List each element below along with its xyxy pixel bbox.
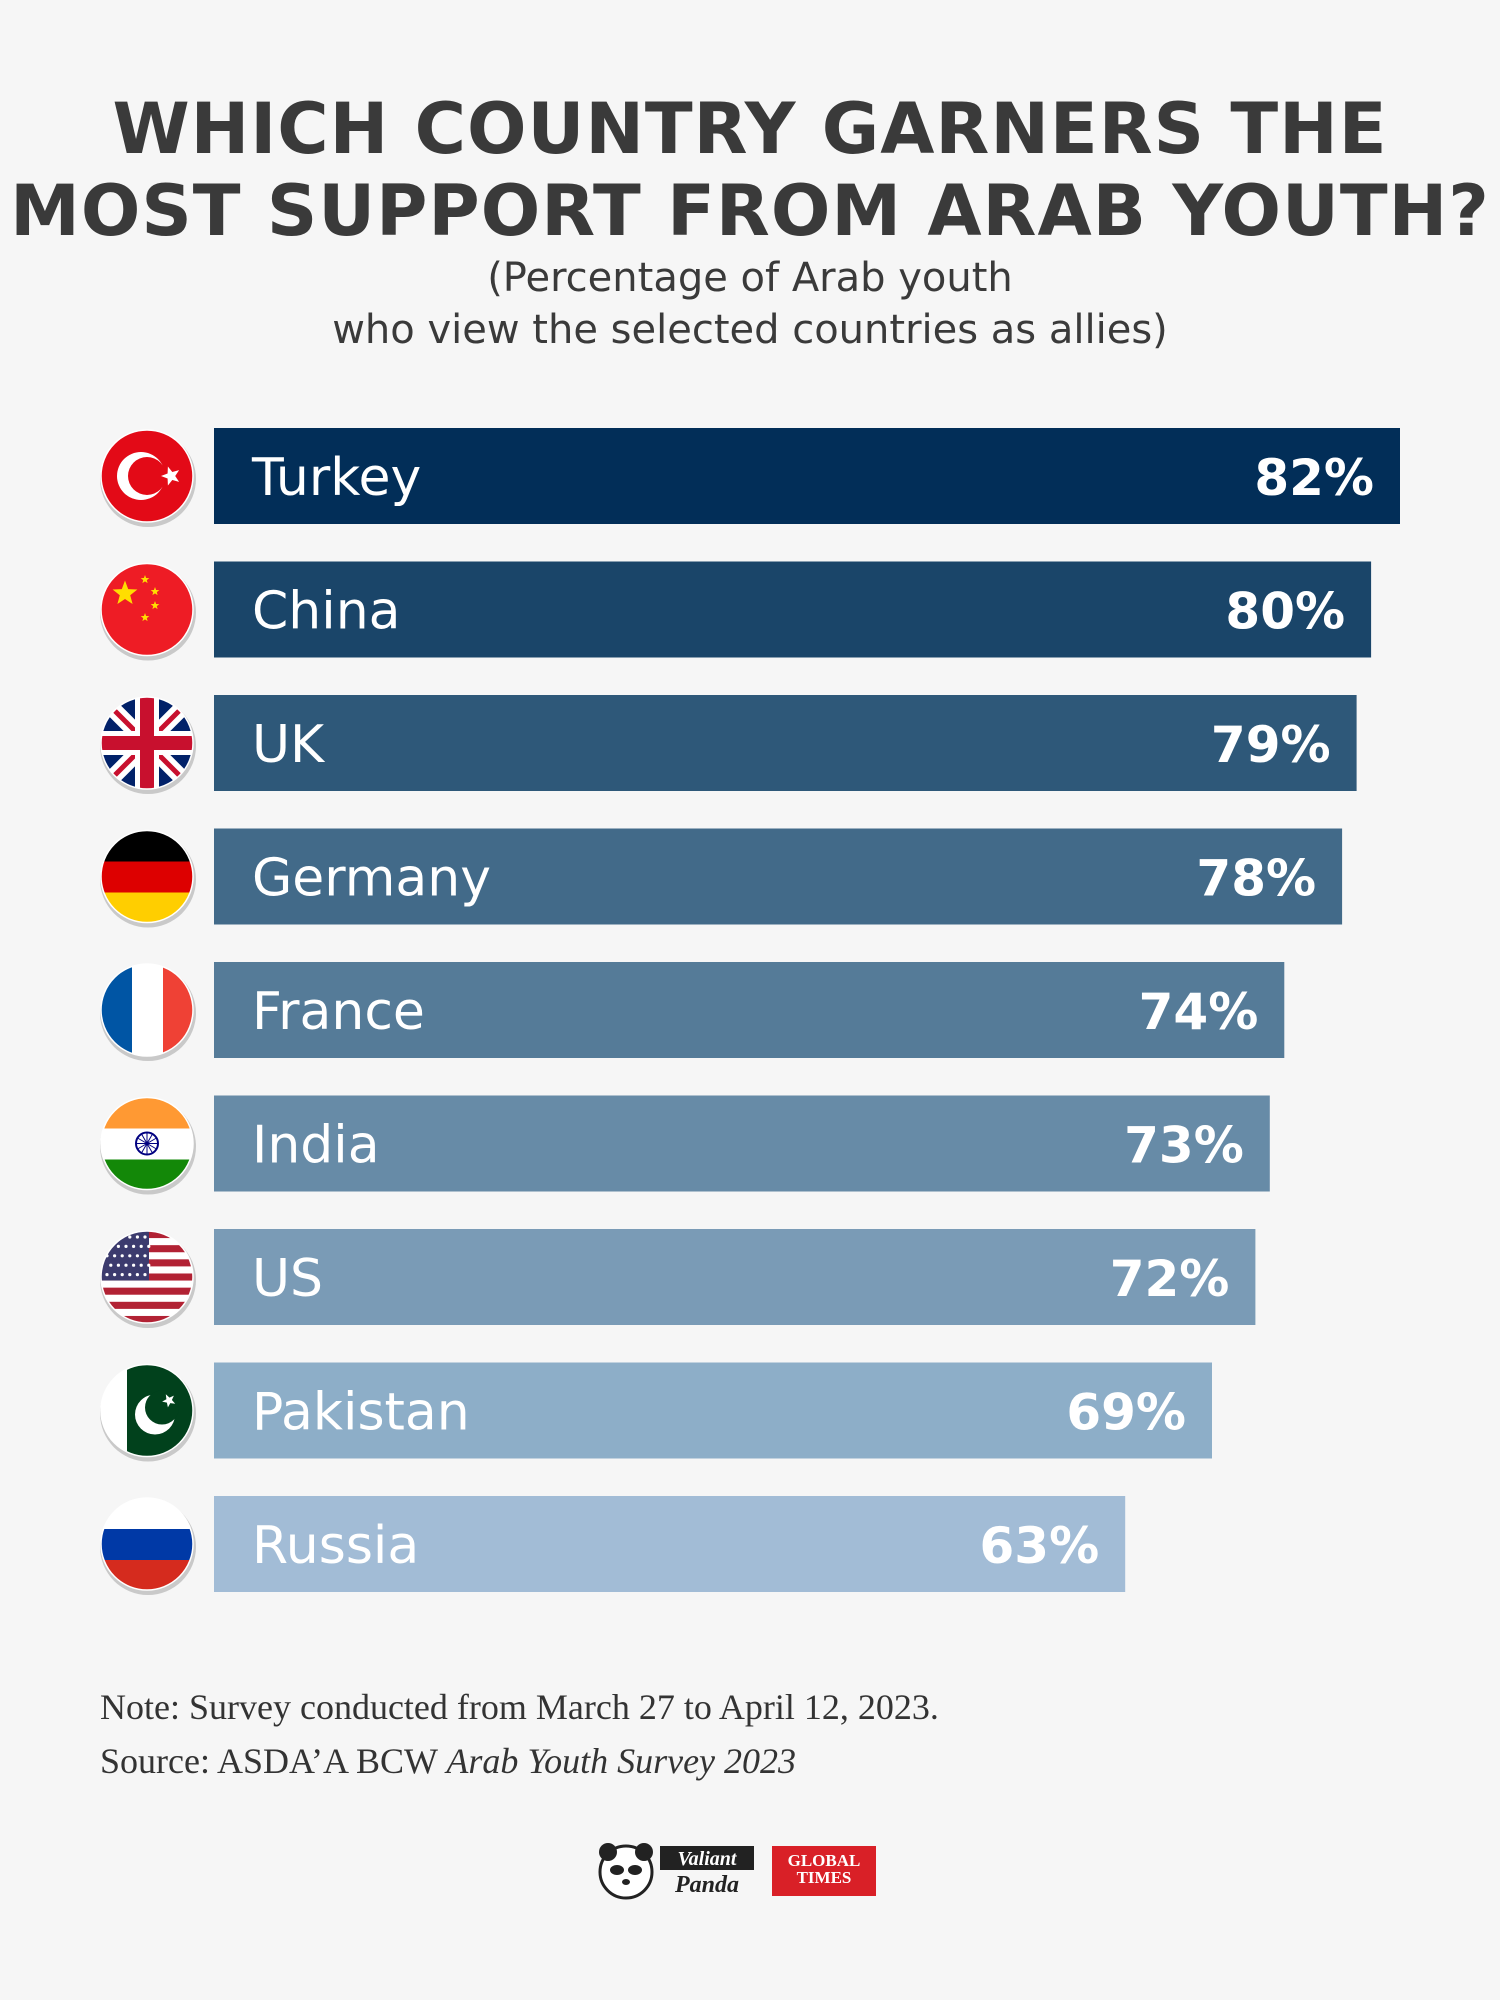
chart-title: WHICH COUNTRY GARNERS THE MOST SUPPORT F… [0, 88, 1500, 252]
bar-france [214, 962, 1285, 1058]
chart-subtitle: (Percentage of Arab youth who view the s… [0, 252, 1500, 356]
panda-logo-line-2: Panda [674, 1872, 739, 1898]
germany-flag-icon [100, 829, 196, 928]
bar-germany [214, 828, 1343, 925]
bar-turkey [214, 428, 1400, 524]
category-label: UK [252, 715, 326, 775]
subtitle-line-1: (Percentage of Arab youth [487, 255, 1013, 301]
survey-note: Note: Survey conducted from March 27 to … [100, 1687, 939, 1727]
category-label: Pakistan [252, 1383, 470, 1443]
source-title: Arab Youth Survey 2023 [446, 1741, 797, 1781]
panda-logo-line-1: Valiant [678, 1848, 738, 1870]
pakistan-flag-icon [100, 1363, 196, 1462]
value-label: 72% [1110, 1250, 1230, 1308]
footnote: Note: Survey conducted from March 27 to … [100, 1680, 1400, 1788]
france-flag-icon [100, 963, 196, 1061]
value-label: 79% [1211, 716, 1331, 774]
value-label: 73% [1124, 1117, 1244, 1175]
valiant-panda-logo: Valiant Panda [598, 1843, 754, 1900]
uk-flag-icon [100, 696, 196, 794]
global-times-logo: GLOBAL TIMES [772, 1846, 876, 1896]
subtitle-line-2: who view the selected countries as allie… [332, 307, 1168, 353]
category-label: China [252, 582, 401, 642]
russia-flag-icon [100, 1497, 196, 1595]
turkey-flag-icon [100, 429, 196, 527]
category-label: India [252, 1116, 380, 1176]
bar-pakistan [214, 1362, 1212, 1459]
value-label: 63% [980, 1517, 1100, 1575]
value-label: 78% [1196, 850, 1316, 908]
bar-india [214, 1095, 1270, 1192]
gt-logo-line-1: GLOBAL [787, 1851, 861, 1870]
india-flag-icon [100, 1096, 196, 1195]
us-flag-icon [100, 1230, 196, 1328]
category-label: France [252, 982, 425, 1042]
bar-chart: Turkey 82% China 80% UK 79% Germany 78% France 74… [100, 428, 1400, 1595]
category-label: Turkey [251, 448, 421, 508]
category-label: Russia [252, 1516, 419, 1576]
bar-us [214, 1229, 1256, 1325]
bar-uk [214, 695, 1357, 791]
gt-logo-line-2: TIMES [796, 1868, 852, 1887]
category-label: US [252, 1249, 323, 1309]
source-note: Source: ASDA’A BCW Arab Youth Survey 202… [100, 1734, 1400, 1788]
publisher-logos: Valiant Panda GLOBAL TIMES [596, 1840, 906, 1904]
title-line-1: WHICH COUNTRY GARNERS THE [112, 88, 1388, 170]
value-label: 69% [1066, 1384, 1186, 1442]
title-line-2: MOST SUPPORT FROM ARAB YOUTH? [10, 170, 1490, 252]
value-label: 74% [1139, 983, 1259, 1041]
value-label: 82% [1254, 449, 1374, 507]
value-label: 80% [1225, 583, 1345, 641]
china-flag-icon [100, 562, 196, 661]
bar-china [214, 561, 1372, 658]
bar-russia [214, 1496, 1126, 1592]
source-prefix: Source: ASDA’A BCW [100, 1741, 447, 1781]
category-label: Germany [252, 849, 491, 909]
